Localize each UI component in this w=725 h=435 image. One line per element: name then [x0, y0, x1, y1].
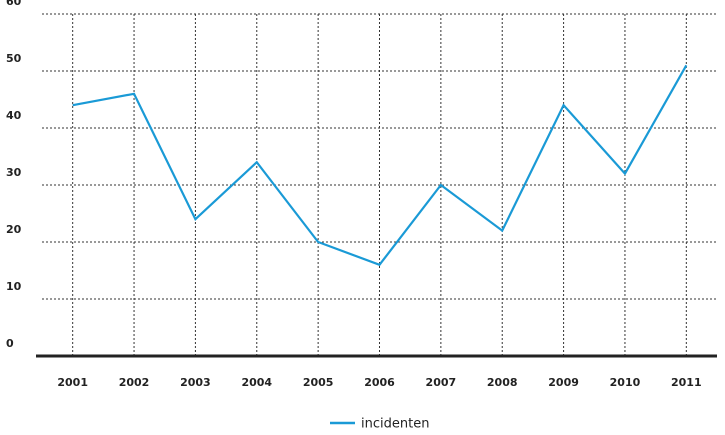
x-tick-label: 2008: [487, 376, 518, 389]
y-tick-label: 20: [6, 223, 22, 236]
x-tick-label: 2009: [548, 376, 579, 389]
x-tick-label: 2006: [364, 376, 395, 389]
x-tick-label: 2005: [303, 376, 334, 389]
x-tick-label: 2004: [241, 376, 272, 389]
x-tick-label: 2011: [671, 376, 702, 389]
y-tick-label: 50: [6, 52, 22, 65]
x-tick-label: 2003: [180, 376, 211, 389]
x-tick-label: 2007: [426, 376, 457, 389]
x-tick-label: 2010: [610, 376, 641, 389]
x-tick-label: 2002: [119, 376, 150, 389]
x-tick-label: 2001: [57, 376, 88, 389]
data-line: [72, 64, 688, 267]
y-tick-label: 40: [6, 109, 22, 122]
y-tick-label: 10: [6, 280, 22, 293]
y-tick-label: 60: [6, 0, 22, 8]
y-tick-label: 0: [6, 337, 14, 350]
y-tick-label: 30: [6, 166, 22, 179]
legend-label: incidenten: [361, 417, 429, 432]
